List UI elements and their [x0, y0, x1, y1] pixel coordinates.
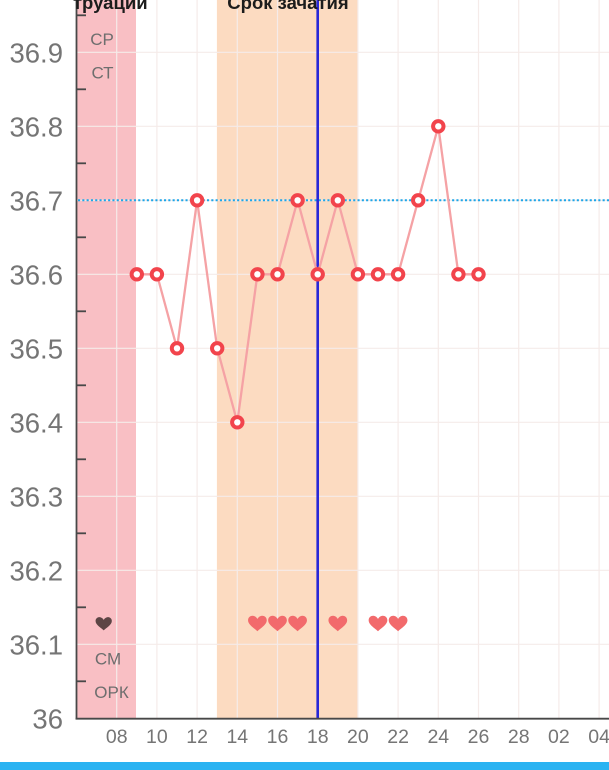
svg-text:22: 22 — [387, 726, 409, 748]
svg-text:Срок зачатия: Срок зачатия — [227, 0, 348, 13]
svg-text:труации: труации — [73, 0, 148, 13]
svg-text:28: 28 — [508, 726, 530, 748]
svg-text:18: 18 — [307, 726, 329, 748]
svg-text:08: 08 — [106, 726, 128, 748]
svg-text:36.4: 36.4 — [9, 407, 63, 438]
svg-text:36: 36 — [32, 703, 63, 734]
svg-text:20: 20 — [347, 726, 369, 748]
svg-text:02: 02 — [548, 726, 570, 748]
svg-text:СТ: СТ — [91, 64, 113, 83]
svg-text:36.5: 36.5 — [9, 333, 63, 364]
svg-text:СМ: СМ — [95, 649, 121, 668]
svg-text:36.8: 36.8 — [9, 111, 63, 142]
svg-text:16: 16 — [267, 726, 289, 748]
svg-text:24: 24 — [427, 726, 449, 748]
svg-text:СР: СР — [90, 30, 114, 49]
svg-text:ОРК: ОРК — [94, 683, 129, 702]
svg-text:14: 14 — [226, 726, 248, 748]
svg-text:10: 10 — [146, 726, 168, 748]
svg-text:36.9: 36.9 — [9, 37, 63, 68]
svg-text:04: 04 — [588, 726, 609, 748]
svg-text:12: 12 — [186, 726, 208, 748]
svg-text:36.3: 36.3 — [9, 481, 63, 512]
svg-text:36.2: 36.2 — [9, 555, 63, 586]
svg-text:26: 26 — [468, 726, 490, 748]
svg-text:36.7: 36.7 — [9, 185, 63, 216]
svg-text:36.6: 36.6 — [9, 259, 63, 290]
svg-text:36.1: 36.1 — [9, 629, 63, 660]
